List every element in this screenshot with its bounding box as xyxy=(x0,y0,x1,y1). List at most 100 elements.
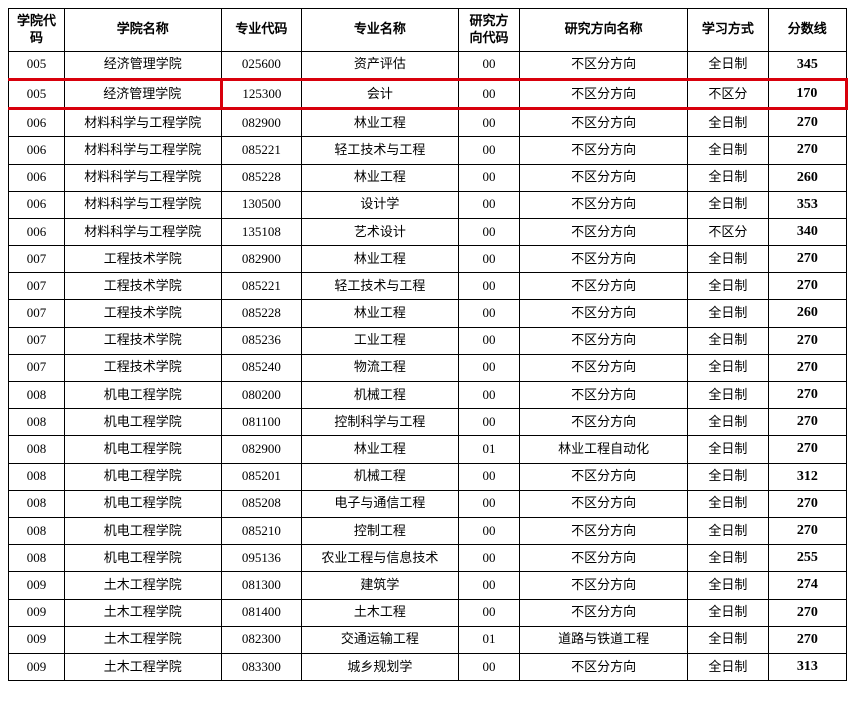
cell: 170 xyxy=(768,79,846,108)
cell: 270 xyxy=(768,273,846,300)
col-header-0: 学院代码 xyxy=(9,9,65,52)
cell: 工程技术学院 xyxy=(64,354,221,381)
cell: 00 xyxy=(458,599,520,626)
table-row: 005经济管理学院025600资产评估00不区分方向全日制345 xyxy=(9,51,847,79)
cell: 312 xyxy=(768,463,846,490)
cell: 工业工程 xyxy=(302,327,459,354)
cell: 082900 xyxy=(221,109,302,137)
cell: 全日制 xyxy=(688,463,769,490)
table-row: 009土木工程学院082300交通运输工程01道路与铁道工程全日制270 xyxy=(9,626,847,653)
cell: 095136 xyxy=(221,545,302,572)
cell: 007 xyxy=(9,273,65,300)
cell: 085240 xyxy=(221,354,302,381)
cell: 不区分方向 xyxy=(520,409,688,436)
cell: 008 xyxy=(9,490,65,517)
cell: 不区分方向 xyxy=(520,109,688,137)
cell: 009 xyxy=(9,599,65,626)
cell: 全日制 xyxy=(688,517,769,544)
table-row: 008机电工程学院080200机械工程00不区分方向全日制270 xyxy=(9,382,847,409)
cell: 全日制 xyxy=(688,572,769,599)
cell: 全日制 xyxy=(688,164,769,191)
cell: 270 xyxy=(768,137,846,164)
cell: 不区分方向 xyxy=(520,300,688,327)
cell: 控制科学与工程 xyxy=(302,409,459,436)
cell: 005 xyxy=(9,51,65,79)
cell: 270 xyxy=(768,327,846,354)
cell: 不区分方向 xyxy=(520,572,688,599)
cell: 机电工程学院 xyxy=(64,463,221,490)
cell: 005 xyxy=(9,79,65,108)
col-header-2: 专业代码 xyxy=(221,9,302,52)
cell: 机电工程学院 xyxy=(64,490,221,517)
cell: 00 xyxy=(458,109,520,137)
table-row: 008机电工程学院085210控制工程00不区分方向全日制270 xyxy=(9,517,847,544)
cell: 不区分方向 xyxy=(520,517,688,544)
cell: 土木工程学院 xyxy=(64,653,221,680)
cell: 00 xyxy=(458,51,520,79)
table-row: 008机电工程学院081100控制科学与工程00不区分方向全日制270 xyxy=(9,409,847,436)
cell: 全日制 xyxy=(688,382,769,409)
table-row: 009土木工程学院083300城乡规划学00不区分方向全日制313 xyxy=(9,653,847,680)
cell: 01 xyxy=(458,436,520,463)
col-header-5: 研究方向名称 xyxy=(520,9,688,52)
table-row: 009土木工程学院081300建筑学00不区分方向全日制274 xyxy=(9,572,847,599)
cell: 机电工程学院 xyxy=(64,545,221,572)
cell: 00 xyxy=(458,191,520,218)
cell: 00 xyxy=(458,327,520,354)
cell: 270 xyxy=(768,626,846,653)
cell: 材料科学与工程学院 xyxy=(64,164,221,191)
cell: 008 xyxy=(9,517,65,544)
cell: 085228 xyxy=(221,300,302,327)
cell: 材料科学与工程学院 xyxy=(64,109,221,137)
cell: 008 xyxy=(9,463,65,490)
cell: 006 xyxy=(9,109,65,137)
cell: 全日制 xyxy=(688,273,769,300)
cell: 009 xyxy=(9,653,65,680)
cell: 不区分方向 xyxy=(520,327,688,354)
cell: 081100 xyxy=(221,409,302,436)
cell: 085236 xyxy=(221,327,302,354)
cell: 机电工程学院 xyxy=(64,382,221,409)
cell: 274 xyxy=(768,572,846,599)
cell: 00 xyxy=(458,79,520,108)
cell: 345 xyxy=(768,51,846,79)
cell: 材料科学与工程学院 xyxy=(64,137,221,164)
cell: 全日制 xyxy=(688,599,769,626)
cell: 00 xyxy=(458,218,520,245)
col-header-1: 学院名称 xyxy=(64,9,221,52)
cell: 土木工程 xyxy=(302,599,459,626)
col-header-3: 专业名称 xyxy=(302,9,459,52)
cell: 全日制 xyxy=(688,51,769,79)
cell: 道路与铁道工程 xyxy=(520,626,688,653)
cell: 008 xyxy=(9,382,65,409)
cell: 00 xyxy=(458,164,520,191)
cell: 006 xyxy=(9,191,65,218)
cell: 082300 xyxy=(221,626,302,653)
cell: 机电工程学院 xyxy=(64,436,221,463)
cell: 林业工程 xyxy=(302,300,459,327)
cell: 轻工技术与工程 xyxy=(302,273,459,300)
cell: 270 xyxy=(768,409,846,436)
cell: 00 xyxy=(458,653,520,680)
cell: 01 xyxy=(458,626,520,653)
cell: 不区分方向 xyxy=(520,51,688,79)
cell: 不区分 xyxy=(688,79,769,108)
cell: 工程技术学院 xyxy=(64,246,221,273)
cell: 00 xyxy=(458,273,520,300)
cell: 260 xyxy=(768,164,846,191)
cell: 农业工程与信息技术 xyxy=(302,545,459,572)
cell: 林业工程 xyxy=(302,164,459,191)
cell: 085208 xyxy=(221,490,302,517)
table-row: 006材料科学与工程学院135108艺术设计00不区分方向不区分340 xyxy=(9,218,847,245)
cell: 270 xyxy=(768,109,846,137)
cell: 不区分方向 xyxy=(520,490,688,517)
cell: 009 xyxy=(9,626,65,653)
table-row: 007工程技术学院085228林业工程00不区分方向全日制260 xyxy=(9,300,847,327)
cell: 260 xyxy=(768,300,846,327)
cell: 设计学 xyxy=(302,191,459,218)
cell: 全日制 xyxy=(688,626,769,653)
cell: 全日制 xyxy=(688,436,769,463)
cell: 不区分方向 xyxy=(520,545,688,572)
cell: 全日制 xyxy=(688,137,769,164)
cell: 082900 xyxy=(221,246,302,273)
